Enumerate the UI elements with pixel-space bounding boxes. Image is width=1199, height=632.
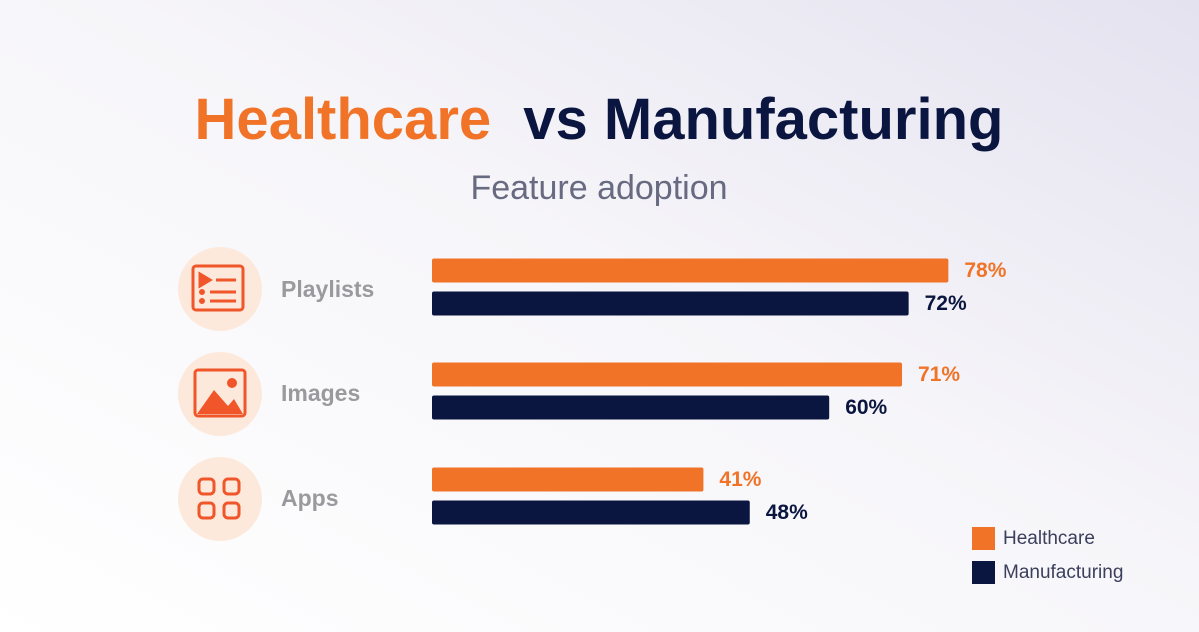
value-label: 48%	[766, 501, 808, 524]
icon-images	[178, 352, 262, 436]
title-rest: vs Manufacturing	[523, 87, 1003, 152]
chart-subtitle: Feature adoption	[470, 169, 727, 207]
value-label: 60%	[845, 396, 887, 419]
icon-apps	[178, 457, 262, 541]
legend-swatch	[972, 561, 995, 584]
bar	[432, 258, 949, 283]
title-highlight: Healthcare	[195, 87, 492, 152]
bar	[432, 362, 903, 387]
value-label: 72%	[925, 292, 967, 315]
value-label: 78%	[964, 259, 1006, 282]
bar	[432, 291, 909, 316]
legend-label: Manufacturing	[1003, 562, 1123, 583]
value-label: 41%	[719, 468, 761, 491]
bar	[432, 395, 830, 420]
icon-playlists	[178, 247, 262, 331]
category-label: Apps	[281, 485, 339, 511]
legend-label: Healthcare	[1003, 528, 1095, 549]
category-label: Images	[281, 380, 360, 406]
bar	[432, 467, 704, 492]
bar	[432, 500, 750, 525]
category-label: Playlists	[281, 276, 374, 302]
value-label: 71%	[918, 363, 960, 386]
chart-title: Healthcare vs Manufacturing	[195, 87, 1004, 152]
legend-swatch	[972, 527, 995, 550]
